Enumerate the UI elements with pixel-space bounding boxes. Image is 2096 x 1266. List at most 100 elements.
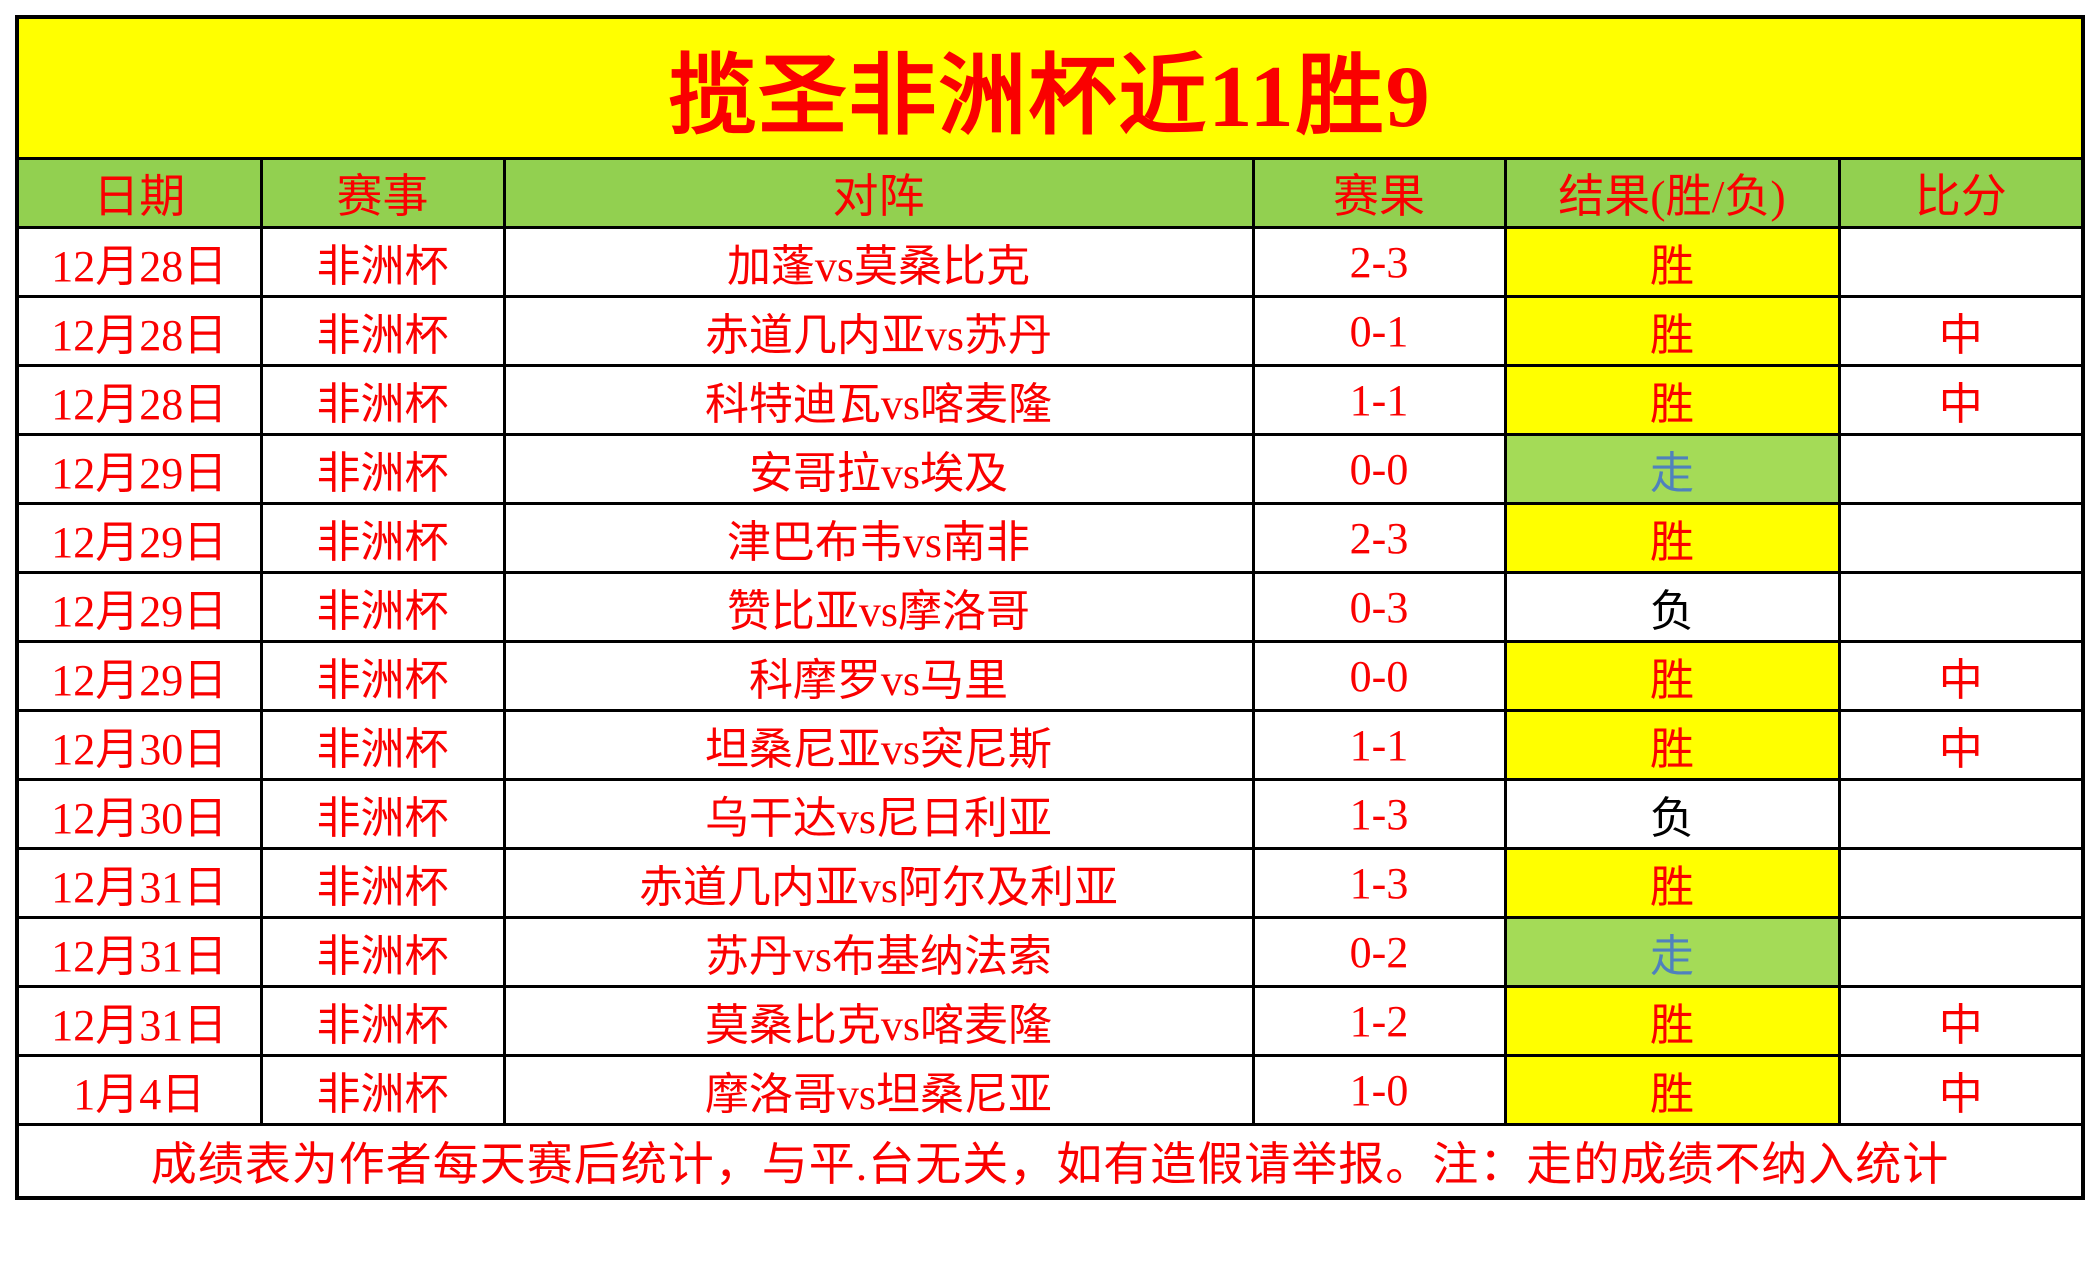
result-cell: 负 [1503,778,1841,850]
score-cell: 1-0 [1251,1054,1507,1126]
result-cell: 胜 [1503,226,1841,298]
match-date-cell: 12月31日 [15,847,263,919]
result-cell: 胜 [1503,985,1841,1057]
result-cell: 胜 [1503,847,1841,919]
result-cell: 胜 [1503,295,1841,367]
matchup-cell: 莫桑比克vs喀麦隆 [502,985,1255,1057]
header-row: 日期 赛事 对阵 赛果 结果(胜/负) 比分 [15,157,2085,229]
matchup-cell: 安哥拉vs埃及 [502,433,1255,505]
match-date-cell: 12月31日 [15,985,263,1057]
score-cell: 0-0 [1251,640,1507,712]
page-title: 揽圣非洲杯近11胜9 [15,15,2085,160]
col-header-score: 赛果 [1251,157,1507,229]
matchup-cell: 苏丹vs布基纳法索 [502,916,1255,988]
matchup-cell: 摩洛哥vs坦桑尼亚 [502,1054,1255,1126]
matchup-cell: 加蓬vs莫桑比克 [502,226,1255,298]
title-row: 揽圣非洲杯近11胜9 [15,15,2085,160]
matchup-cell: 赤道几内亚vs苏丹 [502,295,1255,367]
event-cell: 非洲杯 [259,640,506,712]
event-cell: 非洲杯 [259,571,506,643]
hit-cell [1837,571,2085,643]
result-cell: 胜 [1503,1054,1841,1126]
score-cell: 2-3 [1251,502,1507,574]
hit-cell: 中 [1837,295,2085,367]
table-row: 12月30日 非洲杯 坦桑尼亚vs突尼斯 1-1 胜中 [15,709,2085,781]
score-cell: 0-2 [1251,916,1507,988]
event-cell: 非洲杯 [259,778,506,850]
match-date-cell: 12月31日 [15,916,263,988]
result-cell: 胜 [1503,502,1841,574]
table-row: 12月29日 非洲杯 科摩罗vs马里 0-0 胜中 [15,640,2085,712]
event-cell: 非洲杯 [259,985,506,1057]
score-cell: 1-1 [1251,709,1507,781]
match-date-cell: 12月30日 [15,709,263,781]
table-row: 12月29日 非洲杯 赞比亚vs摩洛哥 0-3 负 [15,571,2085,643]
matchup-cell: 坦桑尼亚vs突尼斯 [502,709,1255,781]
event-cell: 非洲杯 [259,709,506,781]
table-row: 12月31日 非洲杯 苏丹vs布基纳法索 0-2 走 [15,916,2085,988]
score-cell: 0-1 [1251,295,1507,367]
match-date-cell: 12月29日 [15,571,263,643]
results-table: 揽圣非洲杯近11胜9 日期 赛事 对阵 赛果 结果(胜/负) 比分 12月28日… [15,15,2085,1200]
matchup-cell: 津巴布韦vs南非 [502,502,1255,574]
match-date-cell: 12月29日 [15,502,263,574]
match-date-cell: 12月29日 [15,433,263,505]
hit-cell [1837,226,2085,298]
event-cell: 非洲杯 [259,502,506,574]
result-cell: 走 [1503,433,1841,505]
score-cell: 1-2 [1251,985,1507,1057]
result-cell: 胜 [1503,709,1841,781]
match-date-cell: 1月4日 [15,1054,263,1126]
matchup-cell: 科特迪瓦vs喀麦隆 [502,364,1255,436]
score-cell: 0-3 [1251,571,1507,643]
match-date-cell: 12月30日 [15,778,263,850]
hit-cell [1837,502,2085,574]
table-row: 12月28日 非洲杯 科特迪瓦vs喀麦隆 1-1 胜中 [15,364,2085,436]
hit-cell [1837,778,2085,850]
matchup-cell: 乌干达vs尼日利亚 [502,778,1255,850]
table-row: 12月31日 非洲杯 莫桑比克vs喀麦隆 1-2 胜中 [15,985,2085,1057]
hit-cell [1837,847,2085,919]
table-row: 12月28日 非洲杯 赤道几内亚vs苏丹 0-1 胜中 [15,295,2085,367]
event-cell: 非洲杯 [259,226,506,298]
matchup-cell: 赤道几内亚vs阿尔及利亚 [502,847,1255,919]
col-header-event: 赛事 [259,157,506,229]
event-cell: 非洲杯 [259,295,506,367]
col-header-hit: 比分 [1837,157,2085,229]
hit-cell [1837,916,2085,988]
matchup-cell: 赞比亚vs摩洛哥 [502,571,1255,643]
event-cell: 非洲杯 [259,433,506,505]
table-row: 12月29日 非洲杯 安哥拉vs埃及 0-0 走 [15,433,2085,505]
hit-cell [1837,433,2085,505]
score-cell: 2-3 [1251,226,1507,298]
table-row: 12月31日 非洲杯 赤道几内亚vs阿尔及利亚 1-3 胜 [15,847,2085,919]
result-cell: 走 [1503,916,1841,988]
score-cell: 0-0 [1251,433,1507,505]
col-header-match: 对阵 [502,157,1255,229]
footer-note: 成绩表为作者每天赛后统计，与平.台无关，如有造假请举报。注：走的成绩不纳入统计 [15,1123,2085,1200]
result-cell: 负 [1503,571,1841,643]
match-date-cell: 12月29日 [15,640,263,712]
match-date-cell: 12月28日 [15,226,263,298]
table-row: 12月28日 非洲杯 加蓬vs莫桑比克 2-3 胜 [15,226,2085,298]
score-cell: 1-3 [1251,847,1507,919]
matchup-cell: 科摩罗vs马里 [502,640,1255,712]
score-cell: 1-3 [1251,778,1507,850]
hit-cell: 中 [1837,640,2085,712]
hit-cell: 中 [1837,364,2085,436]
event-cell: 非洲杯 [259,847,506,919]
hit-cell: 中 [1837,1054,2085,1126]
hit-cell: 中 [1837,985,2085,1057]
table-row: 1月4日 非洲杯 摩洛哥vs坦桑尼亚 1-0 胜中 [15,1054,2085,1126]
event-cell: 非洲杯 [259,1054,506,1126]
table-row: 12月30日 非洲杯 乌干达vs尼日利亚 1-3 负 [15,778,2085,850]
table-row: 12月29日 非洲杯 津巴布韦vs南非 2-3 胜 [15,502,2085,574]
footer-row: 成绩表为作者每天赛后统计，与平.台无关，如有造假请举报。注：走的成绩不纳入统计 [15,1123,2085,1200]
col-header-date: 日期 [15,157,263,229]
match-date-cell: 12月28日 [15,295,263,367]
score-cell: 1-1 [1251,364,1507,436]
result-cell: 胜 [1503,640,1841,712]
match-date-cell: 12月28日 [15,364,263,436]
hit-cell: 中 [1837,709,2085,781]
